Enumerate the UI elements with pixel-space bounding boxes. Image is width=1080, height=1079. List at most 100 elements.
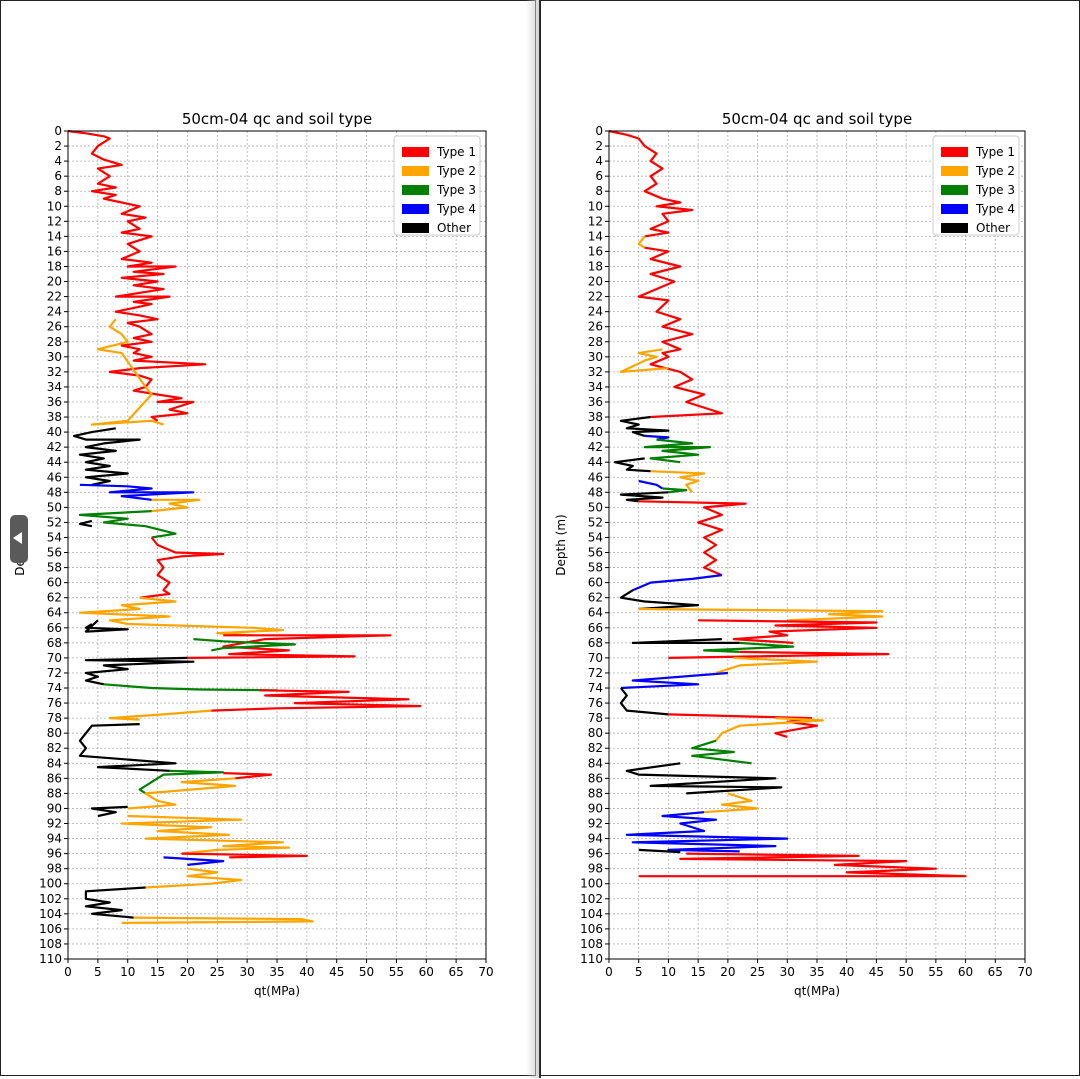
x-tick-label: 15	[150, 965, 165, 979]
series-line-other	[631, 638, 740, 645]
x-tick-label: 30	[240, 965, 255, 979]
y-tick-label: 56	[588, 546, 603, 560]
y-tick-label: 96	[588, 847, 603, 861]
y-tick-label: 104	[580, 907, 603, 921]
y-tick-label: 98	[47, 862, 62, 876]
y-tick-label: 18	[47, 259, 62, 273]
legend-swatch	[941, 185, 968, 195]
x-tick-label: 50	[359, 965, 374, 979]
x-tick-label: 70	[1017, 965, 1032, 979]
y-tick-label: 50	[588, 500, 603, 514]
y-tick-label: 82	[588, 741, 603, 755]
y-tick-label: 76	[588, 696, 603, 710]
y-tick-label: 8	[54, 184, 62, 198]
legend-label: Other	[437, 221, 471, 235]
y-tick-label: 54	[47, 530, 62, 544]
y-tick-label: 26	[588, 320, 603, 334]
series-line-type-3	[78, 510, 177, 539]
series-line-type-3	[193, 638, 296, 652]
series-line-type-2	[638, 607, 884, 622]
y-tick-label: 24	[588, 305, 603, 319]
legend: Type 1 Type 2 Type 3 Type 4 Other	[932, 135, 1020, 236]
arrow-left-icon	[13, 532, 22, 544]
y-tick-label: 104	[39, 907, 62, 921]
y-tick-label: 78	[588, 711, 603, 725]
series-line-other	[72, 427, 141, 486]
series-line-type-1	[637, 246, 723, 419]
series-line-type-1	[668, 650, 890, 659]
x-tick-label: 5	[94, 965, 102, 979]
series-line-type-1	[67, 129, 207, 422]
y-tick-label: 2	[595, 139, 603, 153]
chart-title: 50cm-04 qc and soil type	[722, 110, 912, 128]
series-line-type-2	[145, 867, 243, 889]
y-tick-label: 72	[588, 666, 603, 680]
series-line-type-1	[181, 852, 308, 859]
y-tick-label: 74	[588, 681, 603, 695]
legend-label: Type 4	[436, 202, 476, 216]
y-tick-label: 18	[588, 259, 603, 273]
y-tick-label: 46	[47, 470, 62, 484]
drag-handle-icon[interactable]	[10, 515, 28, 563]
left-chart-pane: 0 5 10 15 20 25 30 35 40 45 50 55 60 65 70 0 2 4 6 8 10 12 14 1…	[0, 0, 536, 1076]
y-tick-label: 52	[588, 515, 603, 529]
x-tick-label: 10	[661, 965, 676, 979]
x-tick-label: 65	[988, 965, 1003, 979]
y-tick-label: 52	[47, 515, 62, 529]
legend-label: Type 3	[436, 183, 476, 197]
y-tick-label: 12	[588, 214, 603, 228]
x-tick-label: 40	[299, 965, 314, 979]
x-tick-label: 55	[928, 965, 943, 979]
y-tick-label: 68	[47, 636, 62, 650]
y-tick-label: 26	[47, 320, 62, 334]
series-line-type-2	[704, 792, 759, 814]
x-tick-label: 70	[478, 965, 493, 979]
series-line-type-3	[138, 769, 225, 795]
x-axis-label: qt(MPa)	[254, 984, 300, 998]
legend-label: Type 1	[975, 145, 1015, 159]
y-tick-label: 44	[588, 455, 603, 469]
chart-title: 50cm-04 qc and soil type	[182, 110, 372, 128]
right-chart: 0 5 10 15 20 25 30 35 40 45 50 55 60 65 70024681012141…	[554, 110, 1033, 998]
y-tick-label: 66	[588, 621, 603, 635]
y-axis: 0246810121416182022242628303234363840424…	[580, 124, 609, 966]
series-line-other	[78, 519, 93, 528]
x-tick-label: 15	[691, 965, 706, 979]
series-line-type-2	[120, 814, 290, 855]
y-tick-label: 40	[588, 425, 603, 439]
y-tick-label: 106	[580, 922, 603, 936]
y-tick-label: 6	[595, 169, 603, 183]
x-tick-label: 35	[809, 965, 824, 979]
y-tick-label: 4	[595, 154, 603, 168]
series-line-other	[84, 656, 195, 686]
y-tick-label: 80	[588, 726, 603, 740]
y-tick-label: 108	[39, 937, 62, 951]
y-tick-label: 110	[39, 952, 62, 966]
y-tick-label: 92	[588, 817, 603, 831]
series-line-type-2	[78, 596, 285, 637]
series-line-other	[619, 491, 669, 503]
y-tick-label: 64	[588, 606, 603, 620]
x-tick-label: 5	[635, 965, 643, 979]
x-tick-label: 60	[419, 965, 434, 979]
x-axis: 0 5 10 15 20 25 30 35 40 45 50 55 60 65 70	[64, 959, 494, 979]
y-tick-label: 10	[47, 199, 62, 213]
legend-swatch	[402, 223, 429, 233]
y-tick-label: 0	[54, 124, 62, 138]
series-line-other	[625, 762, 783, 795]
y-tick-label: 102	[580, 892, 603, 906]
series-line-type-4	[632, 574, 723, 592]
y-tick-label: 34	[47, 380, 62, 394]
y-tick-label: 46	[588, 470, 603, 484]
y-tick-label: 76	[47, 696, 62, 710]
y-tick-label: 14	[588, 229, 603, 243]
y-tick-label: 64	[47, 606, 62, 620]
series-line-other	[90, 805, 128, 818]
legend-label: Type 3	[975, 183, 1015, 197]
x-tick-label: 20	[720, 965, 735, 979]
split-divider-shadow	[526, 0, 540, 1078]
x-tick-label: 50	[899, 965, 914, 979]
y-tick-label: 28	[588, 335, 603, 349]
series-line-type-2	[637, 235, 646, 249]
y-tick-label: 50	[47, 500, 62, 514]
